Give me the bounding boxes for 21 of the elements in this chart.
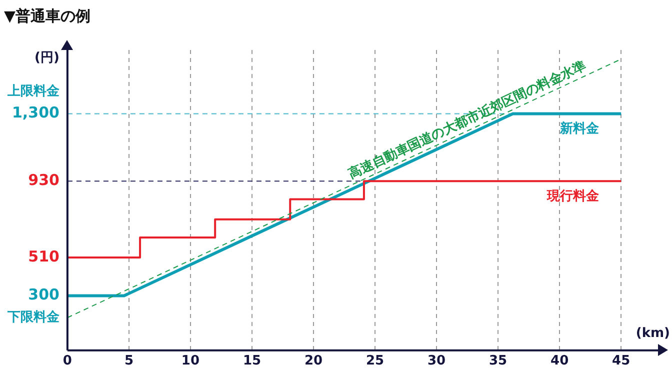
x-tick-label: 20 (304, 354, 323, 369)
text: 上限料金 (6, 84, 60, 100)
x-tick-label: 35 (489, 354, 508, 369)
x-tick-label: 25 (366, 354, 384, 369)
x-tick-label: 0 (62, 354, 72, 369)
x-tick-label: 10 (181, 354, 200, 369)
x-tick-label: 45 (612, 354, 630, 369)
series-label: 新料金 (559, 120, 600, 137)
y-axis-title: (円) (34, 50, 60, 66)
x-axis-title: (km) (636, 326, 670, 341)
text: 下限料金 (6, 310, 60, 326)
chart-title: ▼普通車の例 (4, 6, 91, 25)
x-tick-label: 15 (242, 354, 262, 369)
x-tick-label: 5 (124, 354, 134, 369)
series-label: 現行料金 (546, 188, 600, 204)
y-tick-label: 510 (28, 247, 60, 266)
y-tick-label: 930 (28, 170, 60, 189)
x-tick-label: 30 (427, 354, 446, 369)
x-tick-label: 40 (550, 354, 569, 369)
y-tick-label: 300 (28, 286, 60, 304)
y-tick-label: 1,300 (12, 104, 60, 122)
